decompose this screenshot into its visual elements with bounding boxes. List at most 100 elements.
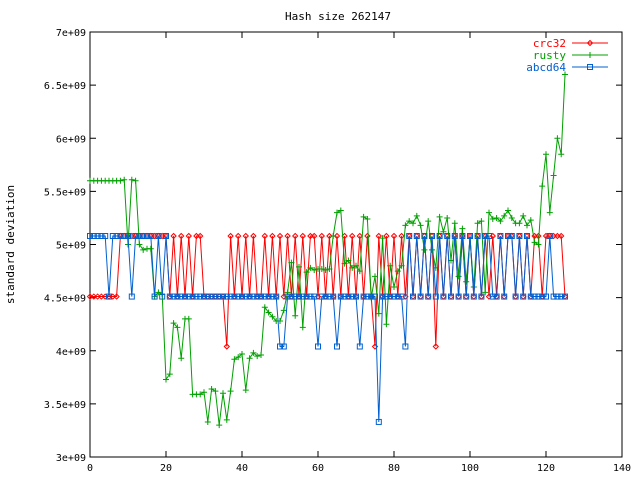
data-point-crc32 (326, 232, 333, 240)
y-tick-label: 4e+09 (56, 347, 86, 358)
y-tick-label: 5e+09 (56, 241, 86, 252)
data-point-rusty (269, 313, 276, 320)
data-point-crc32 (310, 232, 318, 240)
data-point-abcd64 (402, 343, 409, 350)
data-point-rusty (288, 259, 295, 266)
data-point-abcd64 (334, 343, 340, 350)
data-point-abcd64 (558, 293, 565, 300)
data-point-abcd64 (239, 293, 245, 300)
data-point-rusty (554, 135, 561, 142)
data-point-rusty (364, 216, 371, 222)
data-point-abcd64 (261, 293, 268, 300)
data-point-rusty (258, 352, 264, 358)
data-point-abcd64 (147, 233, 154, 239)
data-point-crc32 (432, 343, 440, 350)
x-axis: 0 20 40 60 80 100 120 140 (87, 32, 631, 474)
legend-marker (587, 64, 593, 70)
data-point-abcd64 (322, 293, 329, 300)
data-point-abcd64 (375, 418, 382, 425)
data-point-abcd64 (486, 233, 492, 239)
data-point-rusty (486, 209, 492, 216)
data-point-abcd64 (90, 233, 97, 239)
data-point-rusty (242, 387, 249, 394)
data-point-abcd64 (159, 293, 166, 300)
series-line-crc32 (90, 235, 566, 347)
data-point-rusty (208, 386, 215, 392)
data-point-rusty (322, 267, 329, 273)
data-point-abcd64 (269, 293, 276, 300)
data-point-crc32 (356, 232, 364, 240)
data-point-abcd64 (250, 293, 257, 300)
data-point-rusty (185, 315, 192, 322)
data-point-abcd64 (280, 343, 287, 350)
data-point-abcd64 (155, 233, 162, 239)
data-point-rusty (201, 389, 207, 396)
x-tick-label: 140 (613, 463, 631, 474)
data-point-abcd64 (501, 293, 508, 300)
data-point-abcd64 (277, 343, 283, 350)
x-tick-label: 60 (312, 463, 324, 474)
data-point-crc32 (318, 232, 326, 240)
data-point-abcd64 (413, 233, 420, 239)
data-point-crc32 (364, 232, 371, 240)
data-point-abcd64 (204, 293, 211, 300)
data-point-crc32 (299, 232, 307, 240)
data-point-abcd64 (368, 293, 375, 300)
data-point-rusty (303, 269, 310, 276)
data-point-abcd64 (429, 233, 435, 239)
data-point-rusty (341, 260, 348, 267)
data-point-abcd64 (201, 293, 207, 300)
data-point-abcd64 (94, 233, 101, 239)
data-point-abcd64 (288, 293, 295, 300)
data-point-crc32 (333, 232, 341, 240)
data-point-abcd64 (436, 233, 443, 239)
data-point-rusty (163, 376, 169, 383)
data-point-rusty (174, 324, 181, 331)
data-point-abcd64 (223, 293, 230, 300)
data-point-abcd64 (489, 293, 496, 300)
data-point-rusty (539, 183, 546, 190)
data-point-abcd64 (425, 293, 432, 300)
data-point-abcd64 (353, 293, 359, 300)
data-point-abcd64 (311, 293, 318, 300)
data-point-abcd64 (410, 293, 416, 300)
data-point-rusty (425, 218, 432, 225)
data-point-rusty (296, 263, 302, 270)
data-point-rusty (413, 212, 420, 219)
data-point-rusty (451, 220, 458, 227)
data-point-rusty (261, 304, 268, 311)
data-point-crc32 (398, 232, 405, 240)
y-tick-label: 3.5e+09 (44, 400, 86, 411)
data-point-rusty (379, 235, 386, 242)
data-point-abcd64 (292, 293, 299, 300)
data-point-abcd64 (440, 293, 447, 300)
data-point-rusty (531, 239, 538, 246)
data-point-abcd64 (296, 293, 302, 300)
data-point-crc32 (113, 293, 120, 300)
data-point-rusty (558, 151, 565, 158)
data-point-abcd64 (166, 293, 173, 300)
data-point-rusty (398, 262, 405, 269)
data-point-rusty (459, 225, 466, 232)
data-point-crc32 (291, 232, 299, 240)
data-point-abcd64 (444, 233, 451, 239)
data-point-rusty (326, 265, 333, 272)
data-point-rusty (387, 262, 394, 269)
data-point-rusty (246, 355, 253, 362)
data-point-rusty (421, 246, 428, 253)
x-tick-label: 20 (160, 463, 172, 474)
data-point-abcd64 (258, 293, 264, 300)
data-point-abcd64 (307, 293, 314, 300)
data-point-crc32 (170, 232, 177, 240)
data-point-rusty (402, 222, 409, 229)
data-point-rusty (337, 207, 344, 214)
data-point-abcd64 (144, 233, 150, 239)
data-point-abcd64 (372, 293, 378, 300)
data-point-abcd64 (379, 293, 386, 300)
data-point-abcd64 (102, 233, 109, 239)
series-line-rusty (90, 74, 566, 426)
x-tick-label: 120 (537, 463, 555, 474)
data-point-abcd64 (341, 293, 348, 300)
data-point-rusty (391, 284, 397, 290)
